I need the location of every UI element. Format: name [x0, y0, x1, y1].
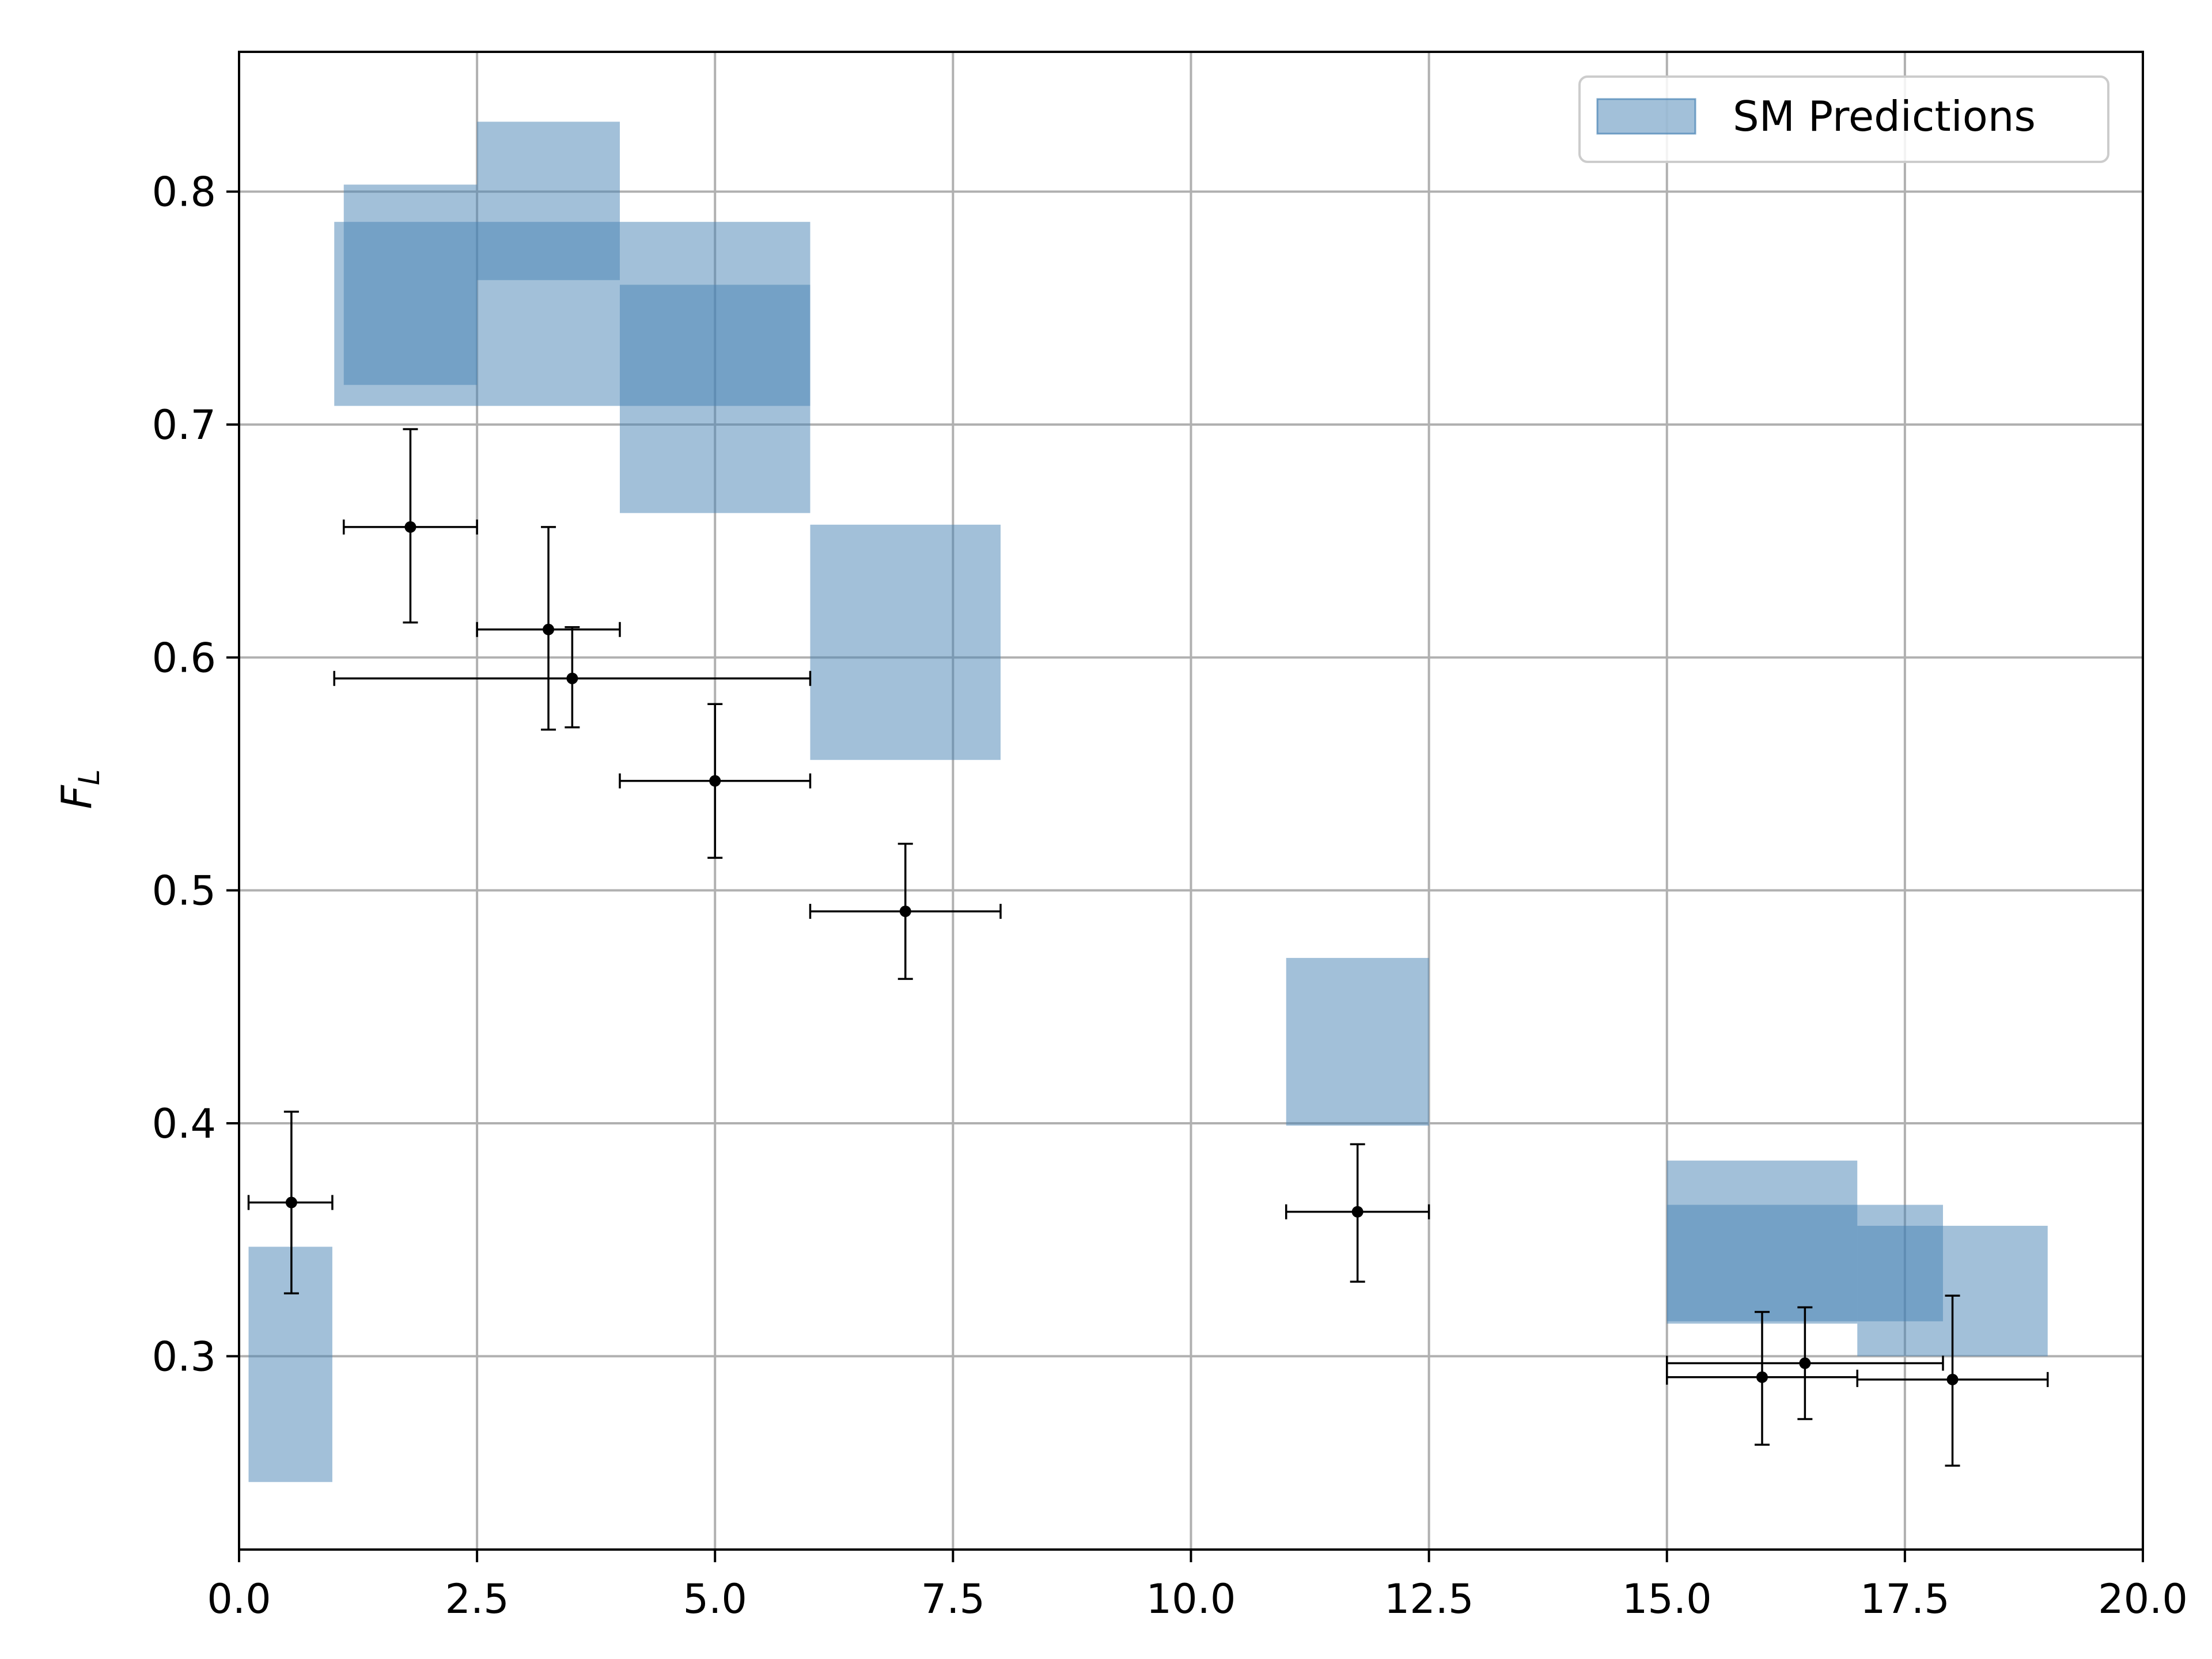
measurement-errorbar	[619, 703, 812, 859]
measurement-errorbar	[476, 526, 621, 731]
y-tick-label: 0.7	[152, 402, 216, 449]
y-axis-label-subscript: L	[73, 769, 106, 785]
y-tick-label: 0.6	[152, 634, 216, 681]
measurement-errorbar	[1666, 1306, 1944, 1421]
y-tick-label: 0.8	[152, 169, 216, 216]
legend-swatch-sm-predictions	[1596, 98, 1696, 135]
measurement-point	[709, 775, 721, 787]
x-tick-label: 12.5	[1384, 1575, 1474, 1623]
x-tick-label: 17.5	[1860, 1575, 1950, 1623]
legend-label-sm-predictions: SM Predictions	[1733, 92, 2036, 141]
measurement-point	[404, 521, 416, 533]
measurement-point	[1799, 1357, 1811, 1369]
y-axis-label: FL	[52, 769, 106, 809]
measurement-point	[1351, 1206, 1363, 1218]
measurement-errorbar	[1285, 1143, 1430, 1283]
x-tick-label: 0.0	[207, 1575, 271, 1623]
x-tick-label: 10.0	[1146, 1575, 1236, 1623]
y-axis-label-main: F	[52, 785, 101, 809]
y-tick-label: 0.5	[152, 868, 216, 915]
measurement-point	[899, 906, 911, 918]
x-tick-label: 20.0	[2098, 1575, 2188, 1623]
measurement-point	[1946, 1373, 1959, 1385]
measurement-point	[1756, 1371, 1768, 1383]
legend-frame	[1578, 75, 2109, 163]
measurement-points	[247, 428, 2049, 1467]
x-tick-label: 15.0	[1622, 1575, 1712, 1623]
measurement-errorbar	[333, 626, 812, 729]
x-tick-label: 2.5	[445, 1575, 509, 1623]
measurement-point	[543, 623, 555, 635]
sm-prediction-band	[1286, 957, 1429, 1126]
y-tick-label: 0.4	[152, 1100, 216, 1147]
measurement-errorbar	[247, 1111, 334, 1294]
measurement-errorbar	[343, 428, 478, 624]
sm-prediction-band	[810, 524, 1001, 760]
measurement-errorbar	[1856, 1294, 2049, 1467]
measurement-point	[285, 1196, 297, 1209]
axis-ticks: 0.0 2.5 5.0 7.5 10.0 12.5 15.0 17.5 20.0 0.3 0.4 0.…	[152, 169, 2188, 1623]
sm-prediction-band	[477, 122, 620, 281]
legend: SM Predictions	[1578, 75, 2109, 163]
x-tick-label: 7.5	[921, 1575, 985, 1623]
y-tick-label: 0.3	[152, 1333, 216, 1380]
x-tick-label: 5.0	[683, 1575, 747, 1623]
sm-prediction-band	[620, 285, 810, 513]
measurement-errorbar	[809, 843, 1002, 980]
measurement-point	[566, 672, 578, 684]
